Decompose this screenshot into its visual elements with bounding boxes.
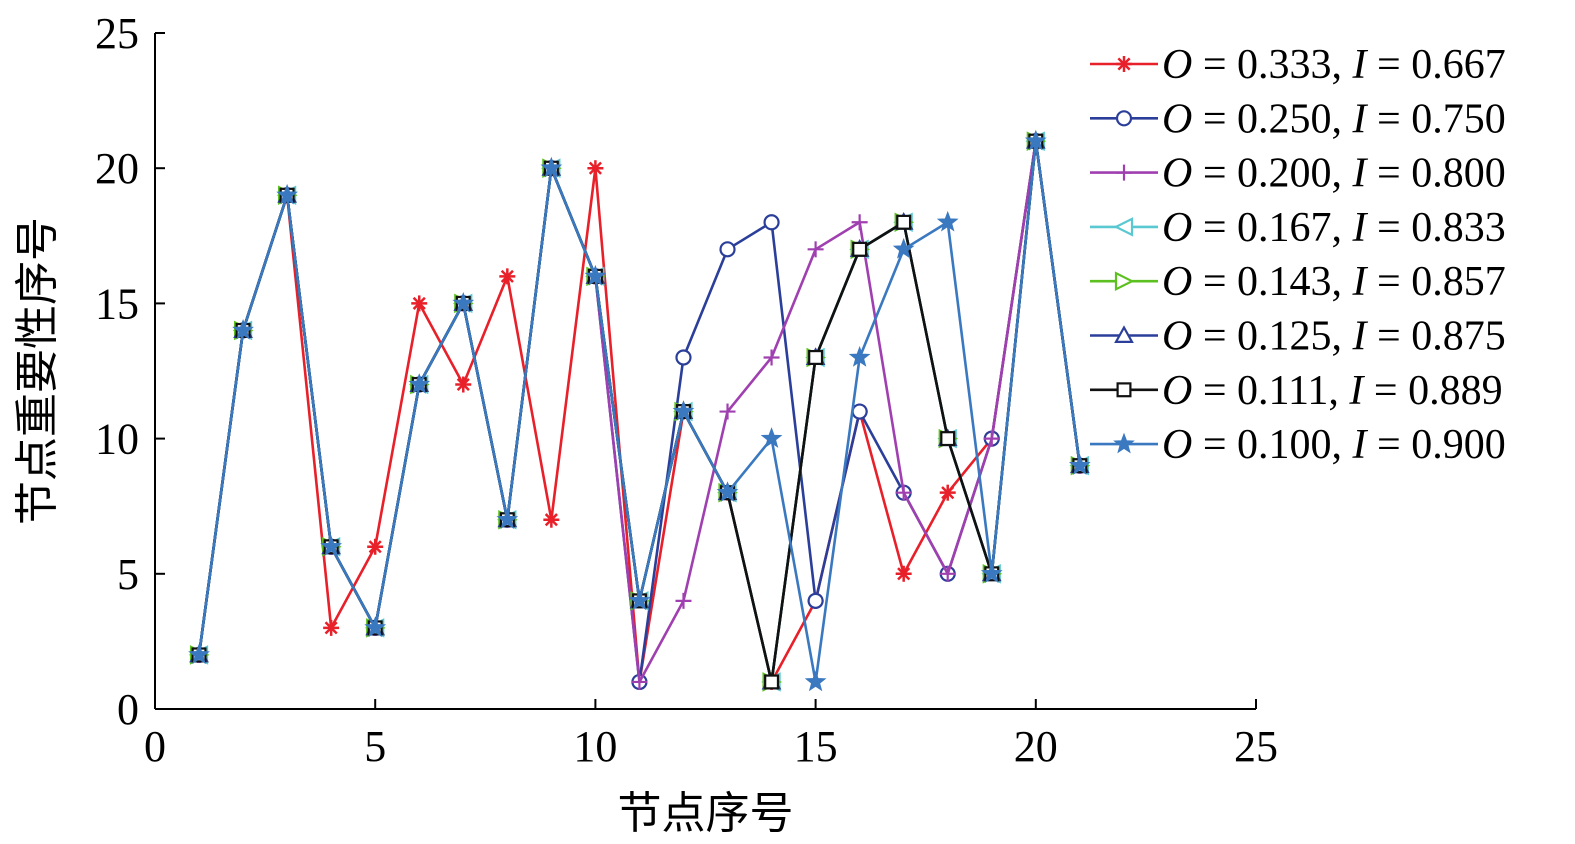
legend-label: O = 0.125, I = 0.875 — [1162, 314, 1506, 360]
x-tick-label: 10 — [573, 722, 617, 771]
data-point — [499, 268, 516, 285]
data-point — [587, 160, 604, 177]
data-point — [808, 349, 824, 365]
y-tick-label: 0 — [117, 685, 139, 734]
data-point — [851, 214, 868, 231]
data-point — [1024, 129, 1047, 151]
data-point — [496, 508, 519, 529]
legend-label: O = 0.111, I = 0.889 — [1162, 368, 1503, 414]
legend-item: O = 0.167, I = 0.833 — [1090, 205, 1506, 251]
data-point — [804, 670, 827, 692]
data-point — [411, 295, 428, 312]
data-point — [1114, 271, 1135, 291]
data-point — [936, 210, 959, 232]
data-point — [543, 511, 560, 528]
x-tick-label: 0 — [144, 722, 166, 771]
y-tick-label: 20 — [95, 144, 139, 193]
legend-label: O = 0.333, I = 0.667 — [1162, 42, 1506, 88]
legend-item: O = 0.125, I = 0.875 — [1090, 314, 1506, 360]
data-point — [983, 430, 1000, 447]
data-point — [851, 403, 868, 420]
data-point — [323, 619, 340, 636]
data-point — [940, 431, 956, 447]
data-point — [188, 643, 210, 665]
x-tick-label: 20 — [1014, 722, 1058, 771]
y-tick-label: 5 — [117, 550, 139, 599]
data-point — [896, 214, 912, 230]
y-axis-label: 节点重要性序号 — [12, 217, 63, 525]
legend-item: O = 0.250, I = 0.750 — [1090, 96, 1506, 142]
data-point — [276, 183, 298, 205]
legend-label: O = 0.100, I = 0.900 — [1162, 422, 1506, 468]
data-point — [540, 156, 563, 178]
x-tick-label: 15 — [794, 722, 838, 771]
data-point — [763, 214, 780, 231]
data-point — [1115, 110, 1133, 127]
data-point — [1116, 164, 1132, 181]
data-point — [852, 241, 868, 257]
data-point — [807, 241, 824, 258]
data-point — [1116, 56, 1132, 72]
legend-label: O = 0.250, I = 0.750 — [1162, 96, 1506, 142]
data-point — [452, 291, 475, 313]
data-point — [584, 264, 607, 286]
legend-label: O = 0.167, I = 0.833 — [1162, 205, 1506, 251]
data-point — [631, 673, 648, 690]
data-point — [408, 373, 431, 394]
legend-item: O = 0.111, I = 0.889 — [1090, 368, 1503, 414]
x-tick-label: 25 — [1234, 722, 1278, 771]
data-point — [895, 484, 912, 501]
data-point — [1113, 217, 1134, 237]
plot-area — [188, 129, 1091, 692]
data-point — [764, 674, 780, 690]
data-point — [760, 427, 783, 448]
data-point — [232, 319, 254, 340]
y-tick-label: 25 — [95, 9, 139, 58]
axes: 0 5 10 15 20 25 0 5 10 15 20 25 — [95, 9, 1278, 771]
x-tick-label: 5 — [364, 722, 386, 771]
data-point — [807, 592, 824, 609]
legend-item: O = 0.100, I = 0.900 — [1090, 422, 1506, 468]
data-point — [1068, 454, 1091, 475]
series-8 — [188, 129, 1091, 692]
data-point — [892, 237, 915, 259]
data-point — [675, 349, 692, 366]
data-point — [367, 538, 384, 555]
data-point — [939, 565, 956, 582]
data-point — [1114, 325, 1134, 343]
data-point — [672, 400, 695, 421]
data-point — [628, 589, 651, 611]
x-axis-label: 节点序号 — [618, 788, 794, 839]
data-point — [719, 241, 736, 258]
data-point — [320, 535, 343, 557]
data-point — [716, 481, 739, 502]
legend-item: O = 0.143, I = 0.857 — [1090, 259, 1506, 305]
y-tick-label: 15 — [95, 279, 139, 328]
data-point — [895, 565, 912, 582]
data-point — [980, 562, 1003, 584]
data-point — [1116, 382, 1132, 398]
data-point — [1113, 432, 1135, 454]
data-point — [719, 403, 736, 420]
data-point — [675, 592, 692, 609]
legend-item: O = 0.333, I = 0.667 — [1090, 42, 1506, 88]
data-point — [364, 616, 387, 638]
data-point — [939, 484, 956, 501]
y-tick-label: 10 — [95, 415, 139, 464]
legend-item: O = 0.200, I = 0.800 — [1090, 151, 1506, 197]
data-point — [455, 376, 472, 393]
data-point — [763, 349, 780, 366]
data-point — [848, 346, 871, 367]
legend-label: O = 0.200, I = 0.800 — [1162, 151, 1506, 197]
legend-label: O = 0.143, I = 0.857 — [1162, 259, 1506, 305]
legend: O = 0.333, I = 0.667 O = 0.250, I = 0.750… — [1090, 42, 1506, 468]
